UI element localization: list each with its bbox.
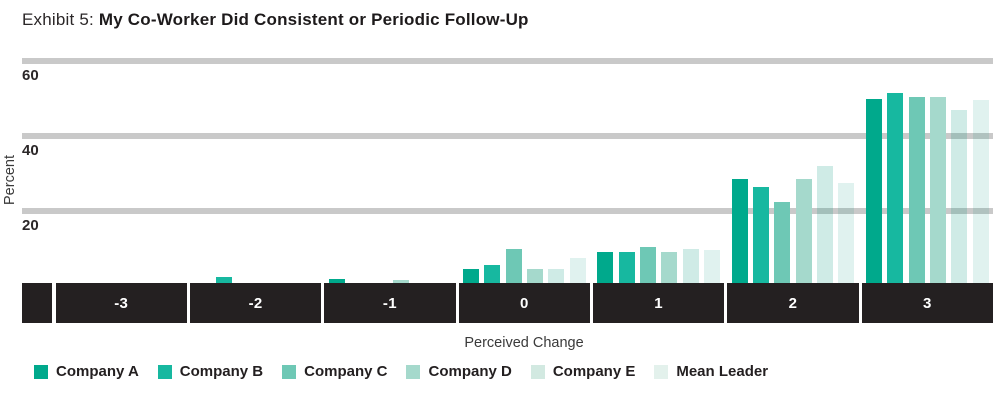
legend-item-company-e: Company E [530, 363, 636, 380]
bar-company-c-x3 [908, 96, 925, 286]
bar-company-d-x0 [526, 269, 543, 286]
x-axis-band-segment: -3 [55, 283, 187, 323]
bar-company-b-x1 [618, 252, 635, 287]
x-axis-band-segment: 1 [592, 283, 725, 323]
bar-company-b-x0 [484, 265, 501, 286]
x-tick-label: -1 [382, 294, 397, 312]
gridline-60 [22, 58, 993, 64]
x-axis-band-segment: 3 [861, 283, 993, 323]
x-axis-band-segment: 2 [727, 283, 859, 323]
x-axis-band-stub [22, 283, 52, 323]
bar-company-a-x1 [597, 252, 614, 287]
legend-item-company-a: Company A [34, 363, 139, 380]
legend-label: Company D [428, 363, 512, 380]
chart-legend: Company A Company B Company C Company D Comp… [34, 363, 768, 380]
legend-swatch [654, 364, 669, 379]
bar-company-d-x2 [795, 179, 812, 286]
legend-label: Company A [56, 363, 139, 380]
bar-company-b-x-2 [215, 276, 232, 286]
exhibit-title: Exhibit 5: My Co-Worker Did Consistent o… [22, 10, 529, 30]
gridline-40 [22, 133, 993, 139]
x-tick-label: 1 [654, 294, 663, 312]
bar-company-b-x3 [887, 92, 904, 286]
bar-mean-leader-x3 [972, 100, 989, 286]
bar-company-a-x3 [866, 98, 883, 286]
bar-mean-leader-x1 [703, 250, 720, 286]
gridline-20 [22, 208, 993, 214]
y-tick-label-40: 40 [22, 142, 39, 159]
x-tick-label: 2 [788, 294, 798, 312]
bar-company-d-x1 [661, 252, 678, 287]
exhibit-title-main: My Co-Worker Did Consistent or Periodic … [98, 10, 529, 29]
bar-company-a-x-1 [328, 278, 345, 286]
x-tick-label: -3 [114, 294, 129, 312]
legend-swatch [406, 364, 421, 379]
x-axis-band-segment: 0 [458, 283, 590, 323]
bar-company-c-x2 [774, 201, 791, 286]
exhibit-title-prefix: Exhibit 5: [22, 10, 99, 29]
legend-swatch [530, 364, 545, 379]
x-axis-band-segment: -2 [189, 283, 322, 323]
legend-swatch [157, 364, 172, 379]
legend-item-mean-leader: Mean Leader [654, 363, 768, 380]
legend-swatch [282, 364, 297, 379]
bar-company-c-x1 [640, 246, 656, 286]
legend-item-company-c: Company C [282, 363, 387, 380]
bar-company-e-x0 [548, 269, 565, 286]
bar-company-a-x0 [463, 269, 479, 286]
y-axis-label: Percent [2, 155, 18, 205]
x-tick-label: 0 [519, 294, 529, 312]
legend-label: Company B [179, 363, 264, 380]
bar-company-e-x3 [951, 109, 968, 287]
bar-company-c-x0 [505, 248, 522, 286]
legend-label: Company C [304, 363, 388, 380]
legend-item-company-b: Company B [157, 363, 264, 380]
bar-company-b-x2 [753, 186, 769, 286]
legend-item-company-d: Company D [406, 363, 512, 380]
legend-label: Mean Leader [676, 363, 769, 380]
x-axis-label: Perceived Change [464, 335, 584, 351]
y-tick-label-60: 60 [22, 67, 39, 84]
x-tick-label: -2 [248, 294, 263, 312]
bar-company-d-x3 [930, 96, 946, 286]
bar-mean-leader-x0 [569, 257, 586, 286]
y-tick-label-20: 20 [22, 217, 39, 234]
legend-label: Company E [552, 363, 636, 380]
x-tick-label: 3 [922, 294, 932, 312]
bar-company-e-x1 [682, 248, 699, 286]
bar-mean-leader-x2 [838, 182, 855, 286]
bar-company-e-x2 [816, 166, 833, 286]
x-axis-band-segment: -1 [324, 283, 456, 323]
bar-company-a-x2 [731, 179, 748, 286]
legend-swatch [34, 364, 48, 379]
